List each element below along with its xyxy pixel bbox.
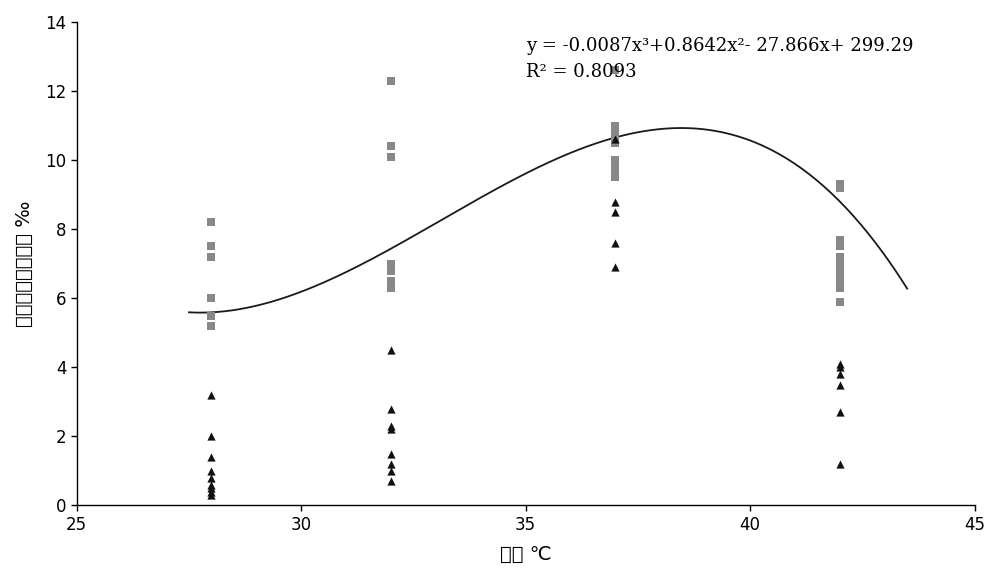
Point <box>383 283 399 292</box>
Point <box>607 65 623 75</box>
Point <box>203 321 219 331</box>
Point <box>832 362 848 372</box>
Point <box>607 166 623 175</box>
Point <box>832 259 848 269</box>
Point <box>383 152 399 162</box>
Point <box>832 269 848 278</box>
Point <box>383 477 399 486</box>
Point <box>383 259 399 269</box>
Point <box>203 480 219 489</box>
Point <box>383 459 399 468</box>
Point <box>607 262 623 272</box>
Point <box>832 266 848 275</box>
Point <box>383 76 399 85</box>
Point <box>203 294 219 303</box>
Point <box>607 207 623 217</box>
Point <box>203 490 219 500</box>
Point <box>383 346 399 355</box>
Point <box>383 425 399 434</box>
Point <box>203 432 219 441</box>
Point <box>607 163 623 172</box>
Point <box>203 487 219 496</box>
Y-axis label: 稳定氮同位素比値 ‰: 稳定氮同位素比値 ‰ <box>15 200 34 327</box>
Point <box>607 135 623 144</box>
Point <box>607 138 623 148</box>
Point <box>203 473 219 482</box>
Point <box>383 422 399 431</box>
Point <box>607 239 623 248</box>
Point <box>832 369 848 379</box>
Point <box>832 242 848 251</box>
Point <box>832 359 848 368</box>
Point <box>203 483 219 493</box>
Point <box>832 459 848 468</box>
Point <box>832 380 848 389</box>
Point <box>607 173 623 182</box>
Point <box>203 311 219 320</box>
Point <box>832 297 848 306</box>
Text: y = -0.0087x³+0.8642x²- 27.866x+ 299.29
R² = 0.8093: y = -0.0087x³+0.8642x²- 27.866x+ 299.29 … <box>526 36 913 81</box>
Point <box>832 235 848 244</box>
Point <box>832 276 848 285</box>
Point <box>832 179 848 189</box>
Point <box>607 135 623 144</box>
Point <box>203 242 219 251</box>
Point <box>607 121 623 130</box>
Point <box>203 390 219 400</box>
Point <box>383 276 399 285</box>
Point <box>383 466 399 475</box>
Point <box>383 142 399 151</box>
Point <box>607 128 623 137</box>
Point <box>383 404 399 413</box>
Point <box>607 197 623 206</box>
Point <box>203 218 219 227</box>
Point <box>832 183 848 192</box>
Point <box>203 453 219 462</box>
Point <box>832 408 848 417</box>
Point <box>383 449 399 459</box>
Point <box>607 156 623 165</box>
X-axis label: 纶度 ℃: 纶度 ℃ <box>500 545 551 564</box>
Point <box>832 252 848 262</box>
Point <box>203 466 219 475</box>
Point <box>203 252 219 262</box>
Point <box>383 266 399 275</box>
Point <box>832 283 848 292</box>
